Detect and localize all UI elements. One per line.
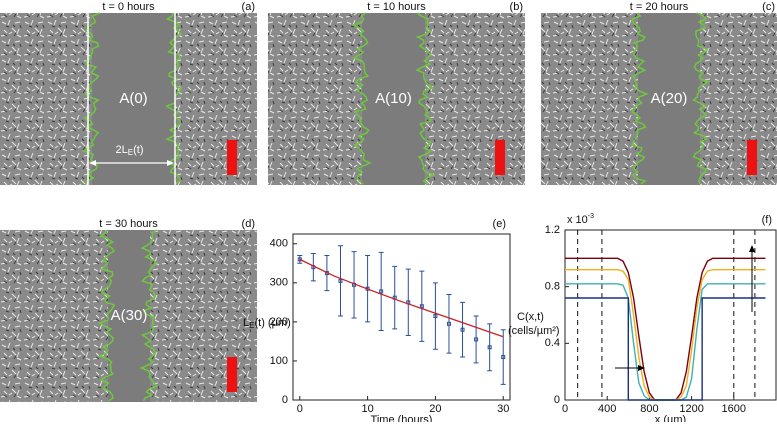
scale-bar (227, 357, 237, 392)
area-label: A(10) (375, 90, 412, 107)
error-bar (297, 254, 303, 264)
y-tick-label: 1.2 (545, 224, 560, 236)
plot-frame (292, 233, 511, 401)
wound-edge (415, 12, 436, 185)
x-tick-label: 30 (497, 403, 509, 415)
error-bar (419, 270, 425, 342)
wound-edge (692, 12, 711, 185)
data-point (379, 289, 384, 294)
text-part: E (128, 148, 133, 157)
x-tick-label: 20 (429, 403, 441, 415)
y-tick-label: 100 (270, 355, 288, 367)
panel-title: t = 10 hours (367, 1, 426, 13)
text-part: L (243, 317, 249, 329)
x-tick-label: 0 (297, 403, 303, 415)
error-bar (432, 282, 438, 350)
profile-line (565, 297, 766, 401)
text-part: x 10 (567, 214, 588, 226)
text-part: 2L (116, 144, 128, 156)
data-point (460, 327, 465, 332)
data-point (433, 314, 438, 319)
error-bar (351, 251, 357, 319)
x-axis-label: Time (hours) (371, 414, 433, 422)
text-part: (t) (µm) (254, 317, 290, 329)
error-bar (473, 315, 479, 364)
y-axis-label: LE(t) (µm) (243, 317, 291, 330)
wound-edge (631, 12, 649, 185)
error-bar (392, 265, 398, 330)
wound-edge (81, 12, 101, 185)
fit-line (299, 258, 504, 338)
x-tick-label: 10 (361, 403, 373, 415)
wound-edge (97, 229, 116, 402)
data-point (338, 278, 343, 283)
text-part: (t) (133, 144, 143, 156)
arrow-head (749, 245, 755, 252)
x-tick-label: 800 (640, 403, 658, 415)
y-tick-label: 300 (270, 277, 288, 289)
scale-bar (227, 140, 237, 175)
x-axis-label: x (µm) (655, 414, 686, 422)
y-axis-label: C(x,t) (517, 311, 544, 323)
y-tick-label: 0 (282, 394, 288, 406)
y-tick-label: 0.8 (545, 281, 560, 293)
y-tick-label: 200 (270, 316, 288, 328)
wound-gap (92, 13, 175, 185)
wound-edge (139, 229, 159, 402)
wound-gap (362, 13, 425, 185)
panel-title: t = 20 hours (630, 1, 689, 13)
error-bar (460, 301, 466, 358)
error-bar (378, 251, 384, 331)
data-point (419, 304, 424, 309)
panel-label: (c) (762, 1, 775, 13)
area-label: A(20) (651, 90, 688, 107)
wound-gap (638, 13, 700, 185)
data-point (501, 355, 506, 360)
error-bar (310, 253, 316, 282)
arrow-head (638, 365, 645, 371)
wound-gap (108, 230, 150, 402)
x-tick-label: 400 (598, 403, 616, 415)
error-bar (337, 245, 343, 317)
area-label: A(30) (111, 307, 148, 324)
panel-label: (f) (762, 214, 772, 226)
y-axis-label: (cells/µm²) (508, 325, 560, 337)
error-bar (500, 329, 506, 385)
text-part: -3 (588, 213, 594, 220)
plot-frame (564, 229, 777, 401)
text-part: E (249, 321, 254, 330)
panel-label: (a) (242, 1, 255, 13)
data-point (297, 257, 302, 262)
wound-edge (351, 12, 372, 185)
x-tick-label: 1200 (679, 403, 703, 415)
panel-label: (b) (510, 1, 523, 13)
error-bar (446, 294, 452, 354)
panel-title: t = 0 hours (102, 1, 155, 13)
scale-bar (495, 140, 505, 175)
panel-title: t = 30 hours (99, 218, 158, 230)
data-point (487, 345, 492, 350)
data-point (474, 337, 479, 342)
error-bar (405, 268, 411, 337)
panel-label: (e) (493, 218, 506, 230)
x-tick-label: 0 (562, 403, 568, 415)
scale-label: x 10-3 (567, 213, 594, 226)
width-label: 2LE(t) (116, 144, 144, 157)
area-label: A(0) (119, 90, 147, 107)
scale-bar (747, 140, 757, 175)
x-tick-label: 1600 (722, 403, 746, 415)
y-tick-label: 0.4 (545, 337, 560, 349)
data-point (446, 321, 451, 326)
y-tick-label: 400 (270, 238, 288, 250)
y-tick-label: 0 (554, 394, 560, 406)
panel-label: (d) (242, 218, 255, 230)
